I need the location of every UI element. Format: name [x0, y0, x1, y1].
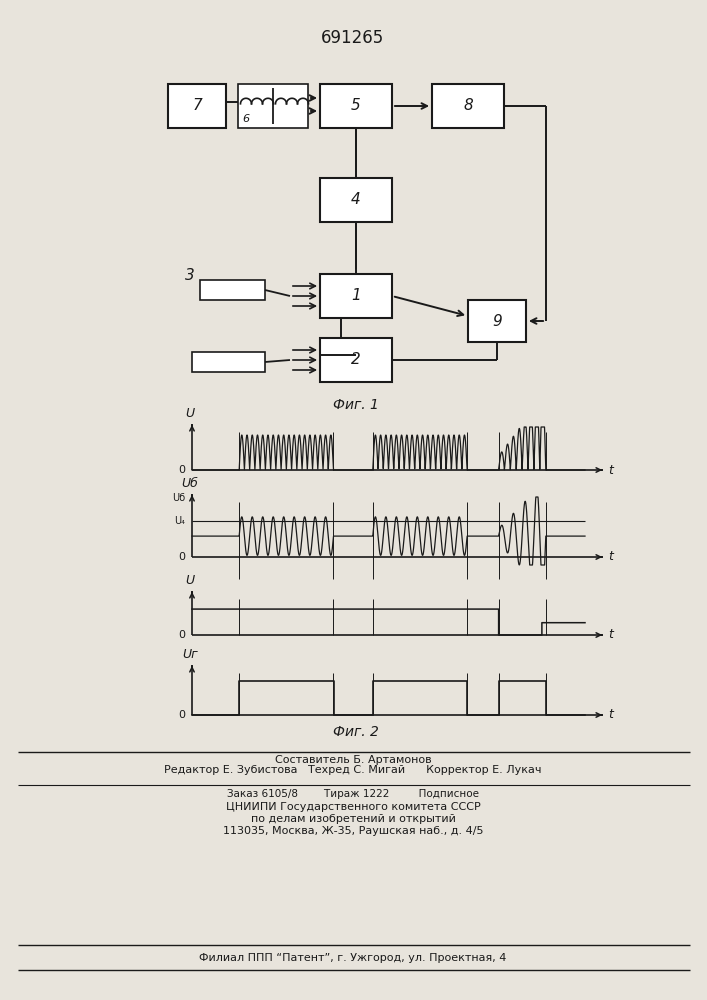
- Text: 7: 7: [192, 99, 202, 113]
- Text: Заказ 6105/8        Тираж 1222         Подписное: Заказ 6105/8 Тираж 1222 Подписное: [227, 789, 479, 799]
- Text: 9: 9: [492, 314, 502, 328]
- Bar: [200, 280, 265, 300]
- Text: Редактор Е. Зубистова   Техред С. Мигай      Корректор Е. Лукач: Редактор Е. Зубистова Техред С. Мигай Ко…: [164, 765, 542, 775]
- Text: 0: 0: [178, 552, 185, 562]
- Text: 0: 0: [178, 630, 185, 640]
- Text: U: U: [185, 407, 194, 420]
- Text: Uг: Uг: [182, 648, 198, 661]
- Bar: [320, 338, 392, 382]
- Text: 4: 4: [351, 192, 361, 208]
- Text: Фиг. 2: Фиг. 2: [333, 725, 379, 739]
- Text: t: t: [608, 550, 613, 564]
- Text: 8: 8: [463, 99, 473, 113]
- Text: U: U: [185, 574, 194, 587]
- Text: U₄: U₄: [174, 516, 185, 526]
- Text: Фиг. 1: Фиг. 1: [333, 398, 379, 412]
- Bar: [320, 84, 392, 128]
- Text: 0: 0: [178, 465, 185, 475]
- Bar: [432, 84, 504, 128]
- Text: 0: 0: [178, 710, 185, 720]
- Text: 5: 5: [351, 99, 361, 113]
- Text: 113035, Москва, Ж-35, Раушская наб., д. 4/5: 113035, Москва, Ж-35, Раушская наб., д. …: [223, 826, 484, 836]
- Bar: [320, 274, 392, 318]
- Text: Uб: Uб: [182, 477, 199, 490]
- Text: t: t: [608, 708, 613, 722]
- Bar: [192, 352, 265, 372]
- Text: t: t: [608, 464, 613, 477]
- Text: 2: 2: [351, 353, 361, 367]
- Text: 691265: 691265: [322, 29, 385, 47]
- Text: Uб: Uб: [172, 493, 185, 503]
- Text: по делам изобретений и открытий: по делам изобретений и открытий: [250, 814, 455, 824]
- Bar: [320, 178, 392, 222]
- Text: Составитель Б. Артамонов: Составитель Б. Артамонов: [275, 755, 431, 765]
- Text: Филиал ППП “Патент”, г. Ужгород, ул. Проектная, 4: Филиал ППП “Патент”, г. Ужгород, ул. Про…: [199, 953, 507, 963]
- Text: ЦНИИПИ Государственного комитета СССР: ЦНИИПИ Государственного комитета СССР: [226, 802, 480, 812]
- Text: 1: 1: [351, 288, 361, 304]
- Bar: [168, 84, 226, 128]
- Text: 3: 3: [185, 267, 195, 282]
- Text: 6: 6: [242, 114, 249, 124]
- Bar: [468, 300, 526, 342]
- Bar: [238, 84, 308, 128]
- Text: t: t: [608, 629, 613, 642]
